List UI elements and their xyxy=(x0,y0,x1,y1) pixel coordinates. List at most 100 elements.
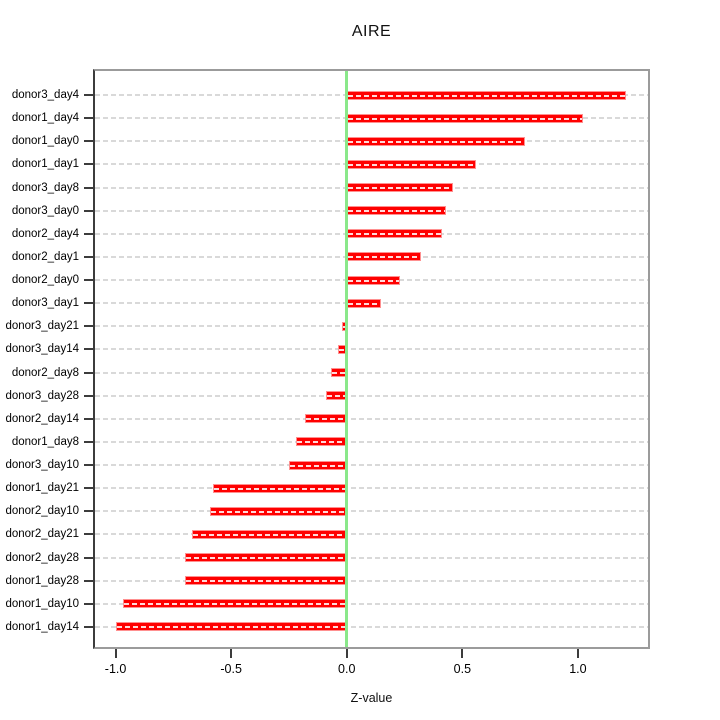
category-gridline xyxy=(95,510,648,513)
bar-grid-overlay xyxy=(192,533,346,536)
x-axis-label: Z-value xyxy=(350,691,393,705)
y-tick-label: donor1_day28 xyxy=(5,574,79,587)
y-tick-mark xyxy=(84,94,95,96)
y-tick-label: donor1_day14 xyxy=(5,620,79,633)
category-gridline xyxy=(95,348,648,351)
y-tick-mark xyxy=(84,394,95,397)
y-tick-label: donor1_day21 xyxy=(5,482,79,495)
y-tick-mark xyxy=(84,348,95,351)
bar-grid-overlay xyxy=(347,140,524,143)
y-tick-label: donor2_day0 xyxy=(11,274,79,287)
bar-grid-overlay xyxy=(347,187,453,190)
bar-grid-overlay xyxy=(116,626,346,629)
y-tick-label: donor3_day4 xyxy=(11,89,79,101)
bar-grid-overlay xyxy=(326,395,346,398)
category-gridline xyxy=(95,487,648,490)
bar-grid-overlay xyxy=(347,94,626,97)
y-tick-mark xyxy=(84,464,95,467)
category-gridline xyxy=(95,579,648,582)
zero-reference-line xyxy=(345,71,349,647)
bar-grid-overlay xyxy=(213,487,346,490)
bar-donor1_day0 xyxy=(346,136,525,146)
y-tick-label: donor3_day8 xyxy=(11,181,79,194)
bar-grid-overlay xyxy=(185,580,346,583)
y-tick-mark xyxy=(84,556,95,559)
y-tick-label: donor2_day1 xyxy=(11,250,79,263)
plot-frame xyxy=(93,69,650,649)
x-tick-mark xyxy=(114,649,117,658)
x-tick-mark xyxy=(576,649,579,658)
category-gridline xyxy=(95,533,648,536)
x-tick-mark xyxy=(230,649,233,658)
x-tick-mark xyxy=(345,649,348,658)
bar-grid-overlay xyxy=(185,557,346,560)
y-tick-label: donor2_day4 xyxy=(11,227,79,240)
x-axis: -1.0 -0.5 0.0 0.5 1.0 xyxy=(95,649,648,689)
bar-donor1_day4 xyxy=(346,113,583,123)
bar-grid-overlay xyxy=(296,441,346,444)
bar-donor1_day10 xyxy=(122,599,347,609)
bar-grid-overlay xyxy=(211,510,346,513)
bar-donor2_day21 xyxy=(191,529,347,539)
y-tick-label: donor3_day28 xyxy=(5,389,79,402)
y-tick-label: donor3_day14 xyxy=(5,343,79,356)
y-tick-label: donor2_day8 xyxy=(11,366,79,379)
x-tick-label: 1.0 xyxy=(569,662,587,676)
bar-donor3_day10 xyxy=(288,460,347,470)
y-tick-mark xyxy=(84,186,95,189)
category-gridline xyxy=(95,602,648,605)
y-tick-mark xyxy=(84,487,95,490)
y-tick-label: donor3_day21 xyxy=(5,320,79,333)
category-gridline xyxy=(95,625,648,628)
y-tick-mark xyxy=(84,255,95,258)
bar-grid-overlay xyxy=(347,210,446,213)
bar-donor2_day1 xyxy=(346,252,421,262)
y-tick-mark xyxy=(84,602,95,605)
y-tick-label: donor1_day1 xyxy=(11,158,79,171)
bar-grid-overlay xyxy=(347,163,476,166)
bar-grid-overlay xyxy=(347,233,441,236)
bar-donor2_day4 xyxy=(346,229,442,239)
y-tick-mark xyxy=(84,325,95,328)
y-tick-label: donor1_day4 xyxy=(11,112,79,125)
plot-area xyxy=(95,71,648,647)
bar-grid-overlay xyxy=(289,464,346,467)
category-gridline xyxy=(95,417,648,420)
y-tick-label: donor1_day0 xyxy=(11,135,79,148)
chart-title: AIRE xyxy=(351,23,392,40)
bar-donor2_day14 xyxy=(305,414,347,424)
bar-grid-overlay xyxy=(347,256,420,259)
y-tick-mark xyxy=(84,140,95,143)
bar-grid-overlay xyxy=(338,348,346,351)
y-tick-label: donor2_day28 xyxy=(5,551,79,564)
bar-grid-overlay xyxy=(343,325,346,328)
y-tick-mark xyxy=(84,209,95,212)
bar-donor2_day10 xyxy=(210,506,347,516)
y-tick-label: donor2_day21 xyxy=(5,528,79,541)
bar-donor1_day28 xyxy=(184,576,347,586)
y-tick-mark xyxy=(84,163,95,166)
bar-donor3_day8 xyxy=(346,183,454,193)
category-gridline xyxy=(95,464,648,467)
category-gridline xyxy=(95,556,648,559)
category-gridline xyxy=(95,325,648,328)
y-tick-mark xyxy=(84,579,95,582)
x-tick-mark xyxy=(461,649,464,658)
bar-grid-overlay xyxy=(331,372,346,375)
category-gridline xyxy=(95,394,648,397)
y-tick-label: donor1_day8 xyxy=(11,435,79,448)
y-tick-mark xyxy=(84,232,95,235)
x-tick-label: -0.5 xyxy=(220,662,242,676)
x-tick-label: 0.5 xyxy=(453,662,472,676)
y-tick-label: donor1_day10 xyxy=(5,597,79,610)
y-tick-mark xyxy=(84,533,95,536)
y-tick-label: donor3_day0 xyxy=(11,204,79,217)
bar-donor3_day28 xyxy=(325,391,347,401)
bar-grid-overlay xyxy=(347,302,381,305)
y-tick-mark xyxy=(84,417,95,420)
category-gridline xyxy=(95,440,648,443)
y-axis: donor3_day4 donor1_day4 donor1_day0 donor1_… xyxy=(0,71,95,647)
bar-donor3_day4 xyxy=(346,90,627,100)
y-tick-label: donor3_day10 xyxy=(5,459,79,472)
y-tick-mark xyxy=(84,625,95,628)
